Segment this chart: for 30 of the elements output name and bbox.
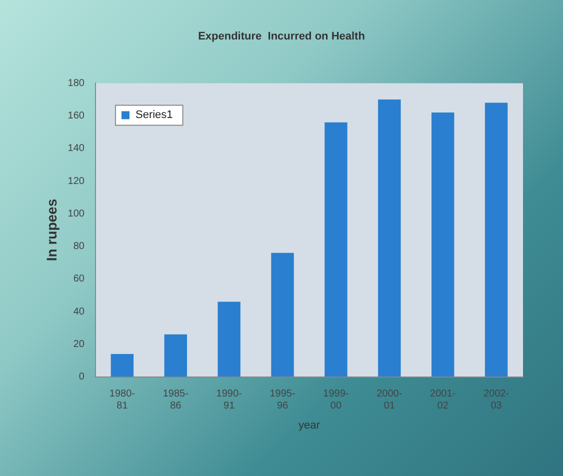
y-tick-label: 80 bbox=[73, 241, 85, 252]
bar bbox=[324, 122, 348, 377]
y-tick-label: 140 bbox=[68, 143, 85, 154]
bar bbox=[378, 100, 401, 377]
bar bbox=[271, 252, 294, 377]
x-tick-label: 2000-01 bbox=[376, 388, 402, 412]
y-tick-label: 160 bbox=[68, 110, 85, 122]
y-tick-label: 40 bbox=[73, 306, 85, 318]
y-tick-label: 120 bbox=[68, 176, 85, 187]
bar bbox=[164, 334, 187, 377]
x-tick-label: 2001-02 bbox=[430, 388, 456, 412]
bar bbox=[218, 302, 240, 377]
y-tick-label: 20 bbox=[73, 338, 85, 350]
x-tick-label: 1999-00 bbox=[323, 388, 349, 412]
x-tick-label: 1990-91 bbox=[216, 388, 242, 412]
y-axis-title: In rupees bbox=[43, 198, 60, 262]
y-tick-label: 180 bbox=[68, 78, 85, 89]
bar bbox=[431, 112, 454, 377]
bar bbox=[484, 102, 508, 377]
x-axis-title: year bbox=[298, 419, 320, 432]
x-tick-label: 1980-81 bbox=[109, 388, 135, 412]
x-tick-label: 2002-03 bbox=[483, 388, 510, 412]
y-tick-label: 60 bbox=[73, 274, 85, 285]
legend-label: Series1 bbox=[135, 109, 173, 122]
x-tick-label: 1995-96 bbox=[270, 388, 296, 412]
x-tick-label: 1985-86 bbox=[162, 388, 188, 412]
y-tick-label: 0 bbox=[78, 372, 85, 383]
bar bbox=[110, 354, 134, 377]
chart-title: Expenditure Incurred on Health bbox=[198, 30, 366, 43]
y-tick-label: 100 bbox=[68, 208, 85, 220]
